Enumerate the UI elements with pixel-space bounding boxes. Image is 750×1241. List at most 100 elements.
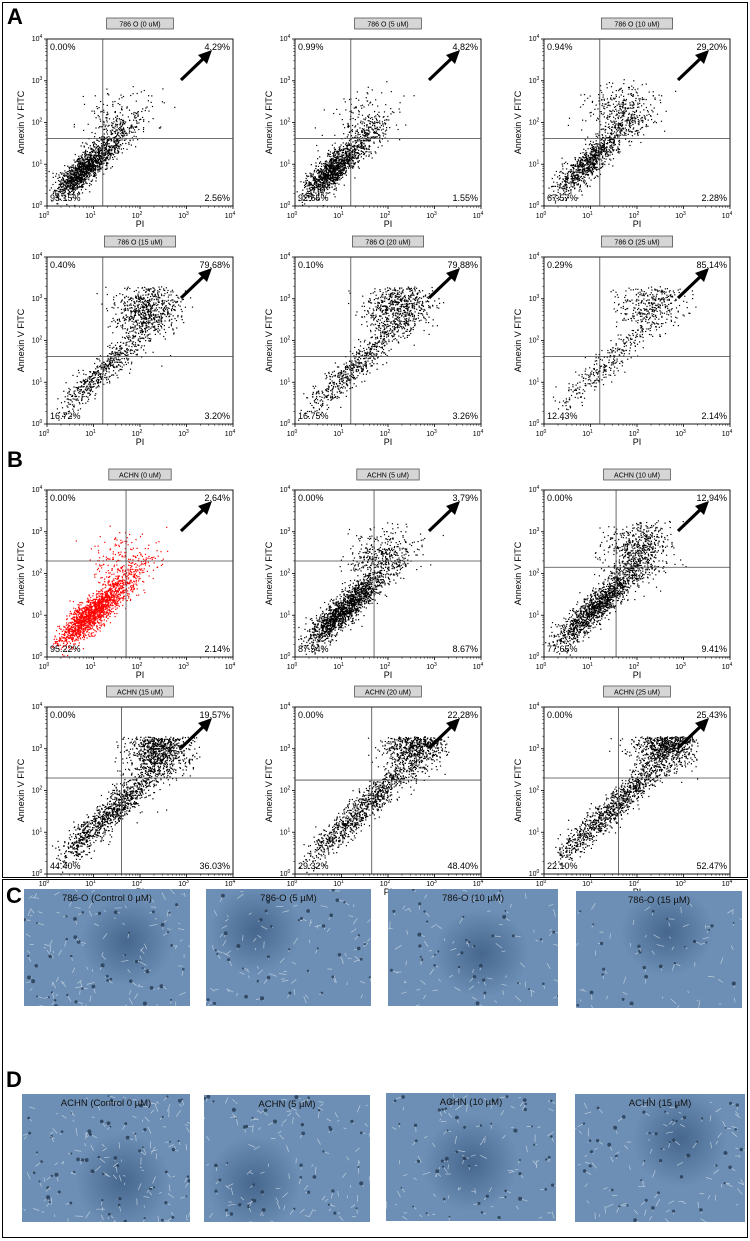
scatter-point xyxy=(85,176,87,178)
scatter-point xyxy=(360,142,362,144)
scatter-point xyxy=(334,154,336,157)
scatter-point xyxy=(174,106,176,108)
scatter-point xyxy=(98,156,101,158)
scatter-point xyxy=(554,202,557,204)
scatter-point xyxy=(638,98,640,100)
scatter-point xyxy=(90,154,92,157)
scatter-point xyxy=(338,155,340,157)
scatter-point xyxy=(356,157,358,160)
scatter-point xyxy=(556,194,558,197)
scatter-point xyxy=(331,164,333,166)
scatter-point xyxy=(577,179,579,181)
scatter-point xyxy=(614,136,616,138)
scatter-point xyxy=(309,187,311,189)
scatter-point xyxy=(82,186,84,188)
scatter-point xyxy=(660,102,662,104)
scatter-point xyxy=(58,176,60,178)
scatter-point xyxy=(648,91,650,93)
scatter-point xyxy=(605,143,608,145)
scatter-point xyxy=(342,167,344,170)
scatter-point xyxy=(317,186,319,188)
scatter-point xyxy=(72,181,74,183)
scatter-point xyxy=(578,171,580,174)
scatter-point xyxy=(90,148,92,150)
scatter-point xyxy=(118,142,120,144)
scatter-point xyxy=(595,160,597,162)
scatter-point xyxy=(48,170,50,173)
scatter-point xyxy=(143,119,145,121)
scatter-point xyxy=(87,171,89,173)
scatter-point xyxy=(66,185,68,187)
scatter-point xyxy=(622,124,624,126)
scatter-point xyxy=(320,170,322,172)
scatter-point xyxy=(308,181,310,183)
scatter-point xyxy=(642,99,644,101)
scatter-point xyxy=(372,136,374,138)
scatter-point xyxy=(604,163,606,166)
scatter-point xyxy=(98,155,100,157)
scatter-point xyxy=(598,154,600,156)
scatter-point xyxy=(362,121,364,123)
scatter-point xyxy=(72,179,75,181)
scatter-point xyxy=(361,107,363,109)
scatter-point xyxy=(592,154,594,156)
scatter-point xyxy=(69,176,71,178)
scatter-point xyxy=(95,117,97,119)
scatter-point xyxy=(587,148,589,150)
scatter-point xyxy=(322,178,324,180)
scatter-point xyxy=(83,161,85,163)
scatter-point xyxy=(347,125,350,127)
scatter-point xyxy=(365,129,367,131)
scatter-point xyxy=(73,185,76,187)
scatter-point xyxy=(102,141,105,143)
scatter-point xyxy=(341,166,343,168)
scatter-point xyxy=(112,133,114,135)
scatter-point xyxy=(357,151,359,154)
scatter-point xyxy=(565,186,567,188)
scatter-point xyxy=(336,160,338,162)
scatter-point xyxy=(319,170,321,172)
scatter-point xyxy=(92,151,94,153)
scatter-point xyxy=(634,111,636,113)
scatter-point xyxy=(374,131,377,134)
scatter-point xyxy=(308,184,310,186)
scatter-point xyxy=(355,97,357,99)
scatter-point xyxy=(631,85,633,87)
scatter-point xyxy=(65,179,67,181)
scatter-point xyxy=(120,129,123,131)
scatter-point xyxy=(354,152,356,154)
scatter-point xyxy=(90,168,92,170)
scatter-point xyxy=(120,94,122,96)
scatter-point xyxy=(603,158,605,160)
scatter-point xyxy=(612,103,615,105)
y-tick-label: 104 xyxy=(529,34,540,43)
scatter-point xyxy=(128,128,130,130)
scatter-point xyxy=(62,192,64,194)
scatter-point xyxy=(599,173,601,175)
scatter-point xyxy=(585,182,588,184)
scatter-point xyxy=(88,159,90,161)
scatter-point xyxy=(353,157,355,159)
scatter-point xyxy=(343,173,345,175)
scatter-point xyxy=(104,148,106,150)
scatter-point xyxy=(86,169,88,171)
scatter-point xyxy=(337,164,339,167)
scatter-point xyxy=(618,126,620,128)
scatter-point xyxy=(343,168,345,170)
scatter-point xyxy=(613,140,615,142)
scatter-point xyxy=(94,154,96,156)
scatter-point xyxy=(79,172,81,174)
scatter-point xyxy=(619,123,621,125)
scatter-point xyxy=(602,144,605,146)
scatter-point xyxy=(592,165,595,167)
scatter-point xyxy=(119,146,121,148)
scatter-point xyxy=(104,152,106,154)
scatter-point xyxy=(324,170,326,172)
scatter-point xyxy=(137,139,139,141)
scatter-point xyxy=(609,110,611,112)
scatter-point xyxy=(315,187,318,189)
scatter-point xyxy=(582,165,584,167)
scatter-point xyxy=(604,129,606,131)
scatter-point xyxy=(583,148,585,150)
scatter-point xyxy=(593,150,595,152)
